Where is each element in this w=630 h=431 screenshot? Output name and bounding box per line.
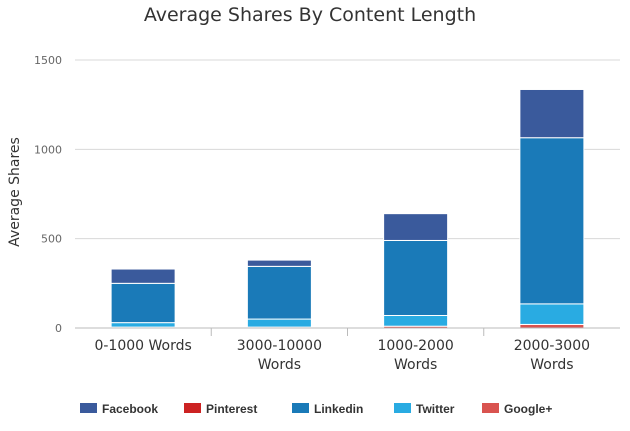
x-tick-label: Words [394, 357, 437, 373]
bar-segment-linkedin [110, 282, 176, 324]
x-tick-label: Words [258, 357, 301, 373]
y-axis-ticks: 0 500 1000 1500 [34, 54, 62, 335]
x-axis [75, 327, 620, 336]
x-tick-label: 3000-10000 [237, 338, 322, 354]
legend-label-twitter: Twitter [416, 402, 455, 416]
chart-title: Average Shares By Content Length [144, 4, 476, 26]
legend-label-pinterest: Pinterest [206, 402, 257, 416]
legend-swatch-google [482, 403, 499, 413]
x-tick-label: 2000-3000 [514, 338, 590, 354]
bar-segment-google [519, 323, 585, 329]
bar-segment-twitter [519, 303, 585, 325]
legend-label-facebook: Facebook [102, 402, 158, 416]
legend-swatch-pinterest [184, 403, 201, 413]
bar-segment-facebook [246, 259, 312, 267]
legend-label-linkedin: Linkedin [314, 402, 363, 416]
legend-swatch-twitter [394, 403, 411, 413]
legend: Facebook Pinterest Linkedin Twitter Google+ [80, 402, 552, 416]
legend-swatch-linkedin [292, 403, 309, 413]
bar-segment-twitter [383, 314, 449, 327]
legend-swatch-facebook [80, 403, 97, 413]
y-tick-label: 1500 [34, 54, 62, 67]
x-tick-label: 1000-2000 [377, 338, 453, 354]
x-tick-label: 0-1000 Words [94, 338, 191, 354]
bar-segment-facebook [519, 88, 585, 139]
y-tick-label: 500 [41, 233, 62, 246]
bar-segment-facebook [110, 268, 176, 284]
y-tick-label: 1000 [34, 143, 62, 156]
bar-segment-twitter [110, 322, 176, 328]
x-axis-ticks: 0-1000 Words 3000-10000 Words 1000-2000 Word… [94, 338, 590, 373]
y-tick-label: 0 [55, 322, 62, 335]
y-axis-label: Average Shares [7, 137, 23, 247]
bar-segment-linkedin [246, 265, 312, 320]
legend-label-google: Google+ [504, 402, 552, 416]
bar-segment-facebook [383, 213, 449, 241]
bar-segment-twitter [246, 318, 312, 328]
bars [110, 88, 585, 329]
bar-segment-linkedin [383, 239, 449, 316]
bar-segment-linkedin [519, 137, 585, 305]
x-tick-label: Words [530, 357, 573, 373]
